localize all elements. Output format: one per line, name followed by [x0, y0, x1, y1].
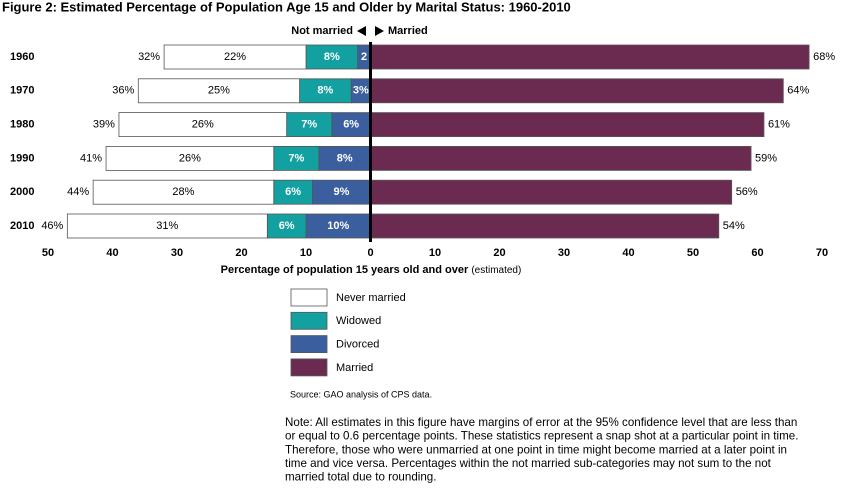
data-label: 26%	[179, 152, 201, 164]
x-tick-label: 20	[493, 247, 505, 259]
total-label: 41%	[80, 152, 102, 164]
legend-swatch	[290, 288, 328, 307]
data-label: 54%	[723, 220, 745, 232]
total-label: 46%	[41, 220, 63, 232]
direction-right: Married	[388, 25, 428, 37]
note-line: Note: All estimates in this figure have …	[285, 416, 797, 429]
bar-segment	[318, 145, 371, 171]
data-label: 22%	[224, 51, 246, 63]
direction-left: Not married	[291, 25, 353, 37]
legend-label: Never married	[336, 292, 406, 304]
data-label: 59%	[755, 152, 777, 164]
bar-segment	[370, 112, 765, 137]
data-label: 9%	[334, 186, 350, 198]
bar-segment	[286, 112, 333, 137]
note-line: time and vice versa. Percentages within …	[285, 457, 772, 470]
data-label: 10%	[327, 220, 349, 232]
total-label: 32%	[138, 51, 160, 63]
y-tick-label: 1960	[10, 51, 34, 63]
bar-segment	[137, 78, 300, 104]
note-line: or equal to 0.6 percentage points. These…	[285, 430, 798, 443]
x-tick-label: 40	[106, 247, 118, 259]
x-tick-label: 30	[171, 247, 183, 259]
data-label: 6%	[279, 220, 295, 232]
data-label: 6%	[285, 186, 301, 198]
bar-segment	[66, 213, 268, 239]
data-label: 25%	[208, 85, 230, 97]
bar-segment	[370, 78, 784, 104]
x-tick-label: 10	[300, 247, 312, 259]
x-tick-label: 20	[235, 247, 247, 259]
total-label: 39%	[93, 119, 115, 131]
data-label: 26%	[192, 119, 214, 131]
bar-segment	[92, 179, 275, 205]
legend-label: Divorced	[336, 339, 379, 351]
bar-segment	[331, 112, 371, 137]
legend-label: Widowed	[336, 315, 381, 327]
chart-title: Figure 2: Estimated Percentage of Popula…	[2, 0, 571, 14]
data-label: 2	[361, 51, 367, 63]
y-tick-label: 1980	[10, 119, 34, 131]
y-tick-label: 2010	[10, 220, 34, 232]
data-label: 8%	[337, 152, 353, 164]
bar-segment	[163, 44, 307, 70]
bar-segment	[370, 44, 810, 70]
data-label: 28%	[172, 186, 194, 198]
x-tick-label: 60	[751, 247, 763, 259]
source: Source: GAO analysis of CPS data.	[290, 389, 432, 399]
y-tick-label: 1970	[10, 85, 34, 97]
bar-segment	[370, 179, 733, 205]
x-tick-label: 40	[622, 247, 634, 259]
data-label: 7%	[288, 152, 304, 164]
legend-swatch	[290, 311, 328, 330]
bar-segment	[273, 145, 320, 171]
bar-segment	[312, 179, 371, 205]
data-label: 61%	[768, 119, 790, 131]
data-label: 68%	[813, 51, 835, 63]
bar-segment	[266, 213, 307, 239]
bar-segment	[105, 145, 275, 171]
note-line: married total due to rounding.	[285, 470, 436, 483]
bar-segment	[305, 44, 358, 70]
data-label: 8%	[324, 51, 340, 63]
x-tick-label: 0	[367, 247, 373, 259]
data-label: 6%	[343, 119, 359, 131]
legend-swatch	[290, 358, 328, 377]
x-tick-label: 50	[687, 247, 699, 259]
x-tick-label: 30	[558, 247, 570, 259]
bar-segment	[370, 145, 752, 171]
bar-segment	[370, 213, 720, 239]
note-line: Therefore, those who were unmarried at o…	[285, 443, 787, 456]
total-label: 36%	[112, 85, 134, 97]
x-tick-label: 70	[816, 247, 828, 259]
data-label: 56%	[736, 186, 758, 198]
legend-label: Married	[336, 362, 373, 374]
data-label: 3%	[353, 85, 369, 97]
legend-swatch	[290, 335, 328, 354]
data-label: 7%	[301, 119, 317, 131]
total-label: 44%	[67, 186, 89, 198]
direction-arrows	[357, 26, 384, 36]
bar-segment	[305, 213, 371, 239]
data-label: 64%	[787, 85, 809, 97]
bar-segment	[273, 179, 313, 205]
y-tick-label: 2000	[10, 186, 34, 198]
data-label: 31%	[156, 220, 178, 232]
x-tick-label: 50	[42, 247, 54, 259]
x-axis-title: Percentage of population 15 years old an…	[221, 264, 522, 276]
x-axis-note: (estimated)	[471, 265, 521, 276]
bar-segment	[118, 112, 288, 137]
y-tick-label: 1990	[10, 152, 34, 164]
x-axis-label: Percentage of population 15 years old an…	[221, 264, 469, 276]
x-tick-label: 10	[429, 247, 441, 259]
bar-segment	[299, 78, 352, 104]
data-label: 8%	[317, 85, 333, 97]
